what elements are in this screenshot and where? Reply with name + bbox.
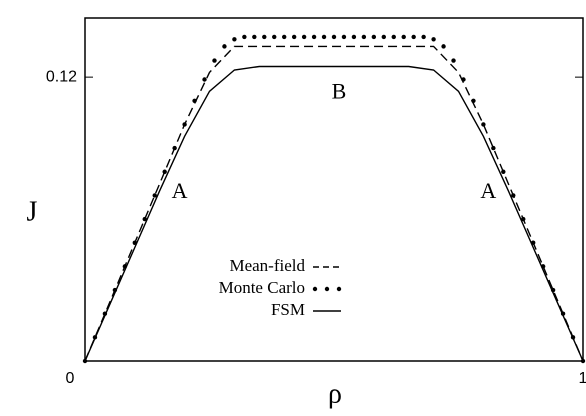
data-point [242,34,247,40]
x-tick-label: 1 [579,370,586,387]
data-point [192,98,197,103]
plot-frame [84,17,584,362]
legend-swatch [336,286,342,292]
data-point [252,34,257,40]
legend-label: Monte Carlo [219,278,305,297]
data-point [521,216,526,222]
data-point [511,193,516,198]
data-point [391,34,396,40]
data-point [212,58,217,63]
x-axis-label: ρ [328,378,342,409]
data-point [291,34,297,40]
data-point [441,44,446,49]
data-point [262,34,267,40]
data-point [421,34,426,40]
series-line [84,45,584,362]
data-point [182,122,187,127]
legend-swatch [312,286,318,292]
data-point [431,37,436,42]
data-point [301,34,307,40]
data-point [311,34,317,40]
data-point [461,77,466,82]
data-point [411,34,416,40]
data-point [321,34,327,40]
data-point [202,77,207,82]
data-point [331,34,337,40]
legend-label: Mean-field [229,256,305,275]
data-point [491,145,496,151]
data-point [401,34,406,40]
data-point [142,216,147,222]
annotation: A [480,178,496,203]
data-point [282,34,287,40]
data-point [232,37,237,42]
data-point [471,98,476,103]
data-point [272,34,277,40]
data-point [371,34,377,40]
annotation: B [332,79,347,104]
data-point [451,58,456,63]
y-tick-label: 0.12 [46,68,77,85]
data-point [481,122,486,127]
series-line [84,65,584,362]
annotation: A [172,178,188,203]
legend-label: FSM [271,300,305,319]
x-tick-label: 0 [66,370,75,387]
data-point [222,44,227,49]
data-point [172,145,177,151]
data-point [361,34,367,40]
y-axis-label: J [27,196,38,227]
data-point [341,34,347,40]
data-point [152,193,157,198]
data-point [501,169,506,174]
data-point [162,169,167,174]
data-point [351,34,357,40]
legend-swatch [324,286,330,292]
data-point [381,34,386,40]
